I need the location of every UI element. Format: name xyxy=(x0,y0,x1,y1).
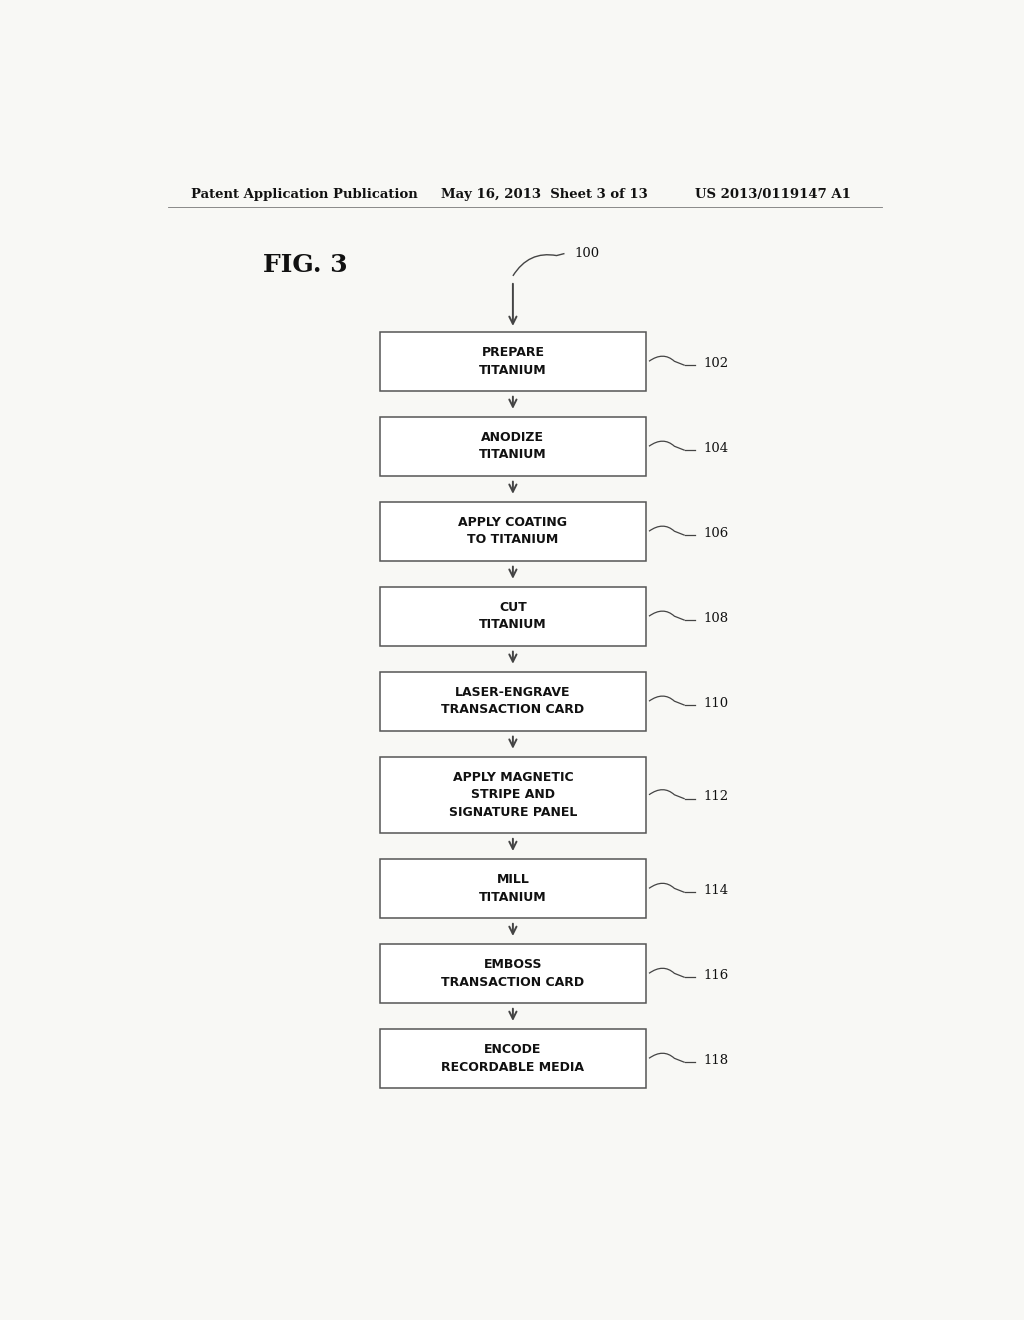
Text: 118: 118 xyxy=(702,1053,728,1067)
FancyBboxPatch shape xyxy=(380,672,646,731)
Text: 104: 104 xyxy=(702,442,728,455)
Text: US 2013/0119147 A1: US 2013/0119147 A1 xyxy=(695,187,851,201)
Text: EMBOSS
TRANSACTION CARD: EMBOSS TRANSACTION CARD xyxy=(441,958,585,989)
FancyBboxPatch shape xyxy=(380,331,646,391)
Text: MILL
TITANIUM: MILL TITANIUM xyxy=(479,873,547,904)
FancyBboxPatch shape xyxy=(380,417,646,475)
FancyBboxPatch shape xyxy=(380,586,646,645)
Text: 112: 112 xyxy=(702,791,728,804)
Text: Patent Application Publication: Patent Application Publication xyxy=(191,187,418,201)
Text: 114: 114 xyxy=(702,884,728,896)
Text: FIG. 3: FIG. 3 xyxy=(263,253,347,277)
Text: 106: 106 xyxy=(702,527,728,540)
Text: 116: 116 xyxy=(702,969,728,982)
Text: APPLY MAGNETIC
STRIPE AND
SIGNATURE PANEL: APPLY MAGNETIC STRIPE AND SIGNATURE PANE… xyxy=(449,771,578,818)
Text: APPLY COATING
TO TITANIUM: APPLY COATING TO TITANIUM xyxy=(459,516,567,546)
Text: ANODIZE
TITANIUM: ANODIZE TITANIUM xyxy=(479,432,547,462)
FancyBboxPatch shape xyxy=(380,944,646,1003)
Text: May 16, 2013  Sheet 3 of 13: May 16, 2013 Sheet 3 of 13 xyxy=(441,187,648,201)
Text: 110: 110 xyxy=(702,697,728,710)
FancyBboxPatch shape xyxy=(380,502,646,561)
Text: 100: 100 xyxy=(574,247,599,260)
FancyBboxPatch shape xyxy=(380,1028,646,1088)
Text: 102: 102 xyxy=(702,356,728,370)
Text: ENCODE
RECORDABLE MEDIA: ENCODE RECORDABLE MEDIA xyxy=(441,1043,585,1073)
FancyBboxPatch shape xyxy=(380,756,646,833)
Text: 108: 108 xyxy=(702,611,728,624)
Text: CUT
TITANIUM: CUT TITANIUM xyxy=(479,601,547,631)
Text: LASER-ENGRAVE
TRANSACTION CARD: LASER-ENGRAVE TRANSACTION CARD xyxy=(441,686,585,717)
Text: PREPARE
TITANIUM: PREPARE TITANIUM xyxy=(479,346,547,376)
FancyBboxPatch shape xyxy=(380,859,646,917)
